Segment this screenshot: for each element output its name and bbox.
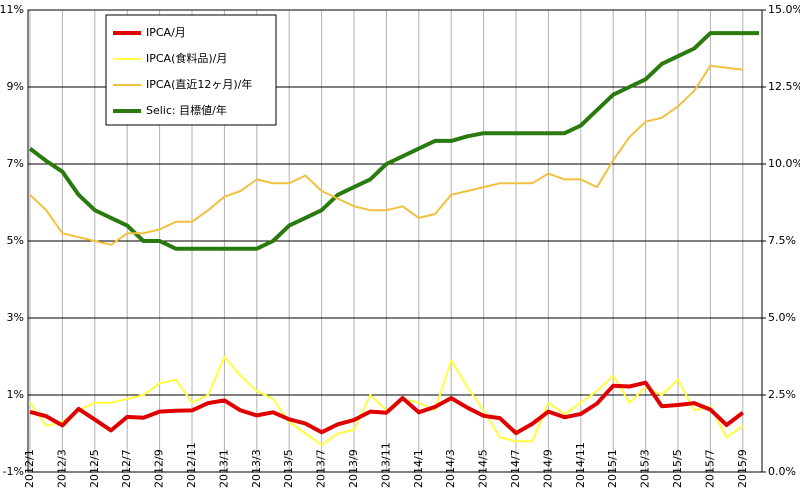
x-tick-label: 2014/11 bbox=[574, 442, 587, 488]
y2-tick-label: 10.0% bbox=[768, 157, 800, 170]
y-tick-label: -1% bbox=[3, 465, 24, 478]
x-tick-label: 2015/5 bbox=[671, 449, 684, 488]
x-tick-label: 2014/5 bbox=[477, 449, 490, 488]
y-tick-label: 5% bbox=[7, 234, 24, 247]
x-tick-label: 2012/7 bbox=[120, 449, 133, 488]
x-tick-label: 2012/3 bbox=[55, 449, 68, 488]
y-tick-label: 9% bbox=[7, 80, 24, 93]
x-tick-label: 2015/9 bbox=[736, 449, 749, 488]
x-tick-label: 2013/11 bbox=[379, 442, 392, 488]
x-tick-label: 2014/1 bbox=[412, 449, 425, 488]
legend-label: Selic: 目標値/年 bbox=[146, 103, 227, 117]
x-tick-label: 2013/1 bbox=[217, 449, 230, 488]
y2-tick-label: 12.5% bbox=[768, 80, 800, 93]
y-tick-label: 11% bbox=[0, 3, 24, 16]
x-tick-label: 2014/7 bbox=[509, 449, 522, 488]
y2-tick-label: 0.0% bbox=[768, 465, 796, 478]
x-tick-label: 2015/1 bbox=[606, 449, 619, 488]
y2-tick-label: 15.0% bbox=[768, 3, 800, 16]
x-tick-label: 2013/9 bbox=[347, 449, 360, 488]
legend: IPCA/月 IPCA(食料品)/月 IPCA(直近12ヶ月)/年 Selic: 目標… bbox=[105, 14, 277, 126]
legend-label: IPCA(食料品)/月 bbox=[146, 51, 227, 65]
y2-tick-label: 5.0% bbox=[768, 311, 796, 324]
x-tick-label: 2012/1 bbox=[23, 449, 36, 488]
x-tick-label: 2014/9 bbox=[541, 449, 554, 488]
y-tick-label: 7% bbox=[7, 157, 24, 170]
x-tick-label: 2014/3 bbox=[444, 449, 457, 488]
series-line bbox=[29, 380, 745, 436]
x-tick-label: 2012/11 bbox=[185, 442, 198, 488]
y-tick-label: 3% bbox=[7, 311, 24, 324]
legend-label: IPCA/月 bbox=[146, 26, 186, 39]
x-tick-label: 2012/5 bbox=[88, 449, 101, 488]
legend-label: IPCA(直近12ヶ月)/年 bbox=[146, 77, 252, 91]
x-tick-label: 2013/7 bbox=[315, 449, 328, 488]
x-tick-label: 2012/9 bbox=[153, 449, 166, 488]
x-tick-label: 2015/7 bbox=[703, 449, 716, 488]
y2-tick-label: 7.5% bbox=[768, 234, 796, 247]
y-tick-label: 1% bbox=[7, 388, 24, 401]
x-tick-label: 2013/5 bbox=[282, 449, 295, 488]
x-tick-label: 2015/3 bbox=[639, 449, 652, 488]
series-line bbox=[29, 64, 743, 246]
plot-border bbox=[27, 9, 763, 473]
x-tick-label: 2013/3 bbox=[250, 449, 263, 488]
series-line bbox=[28, 31, 759, 251]
y2-tick-label: 2.5% bbox=[768, 388, 796, 401]
